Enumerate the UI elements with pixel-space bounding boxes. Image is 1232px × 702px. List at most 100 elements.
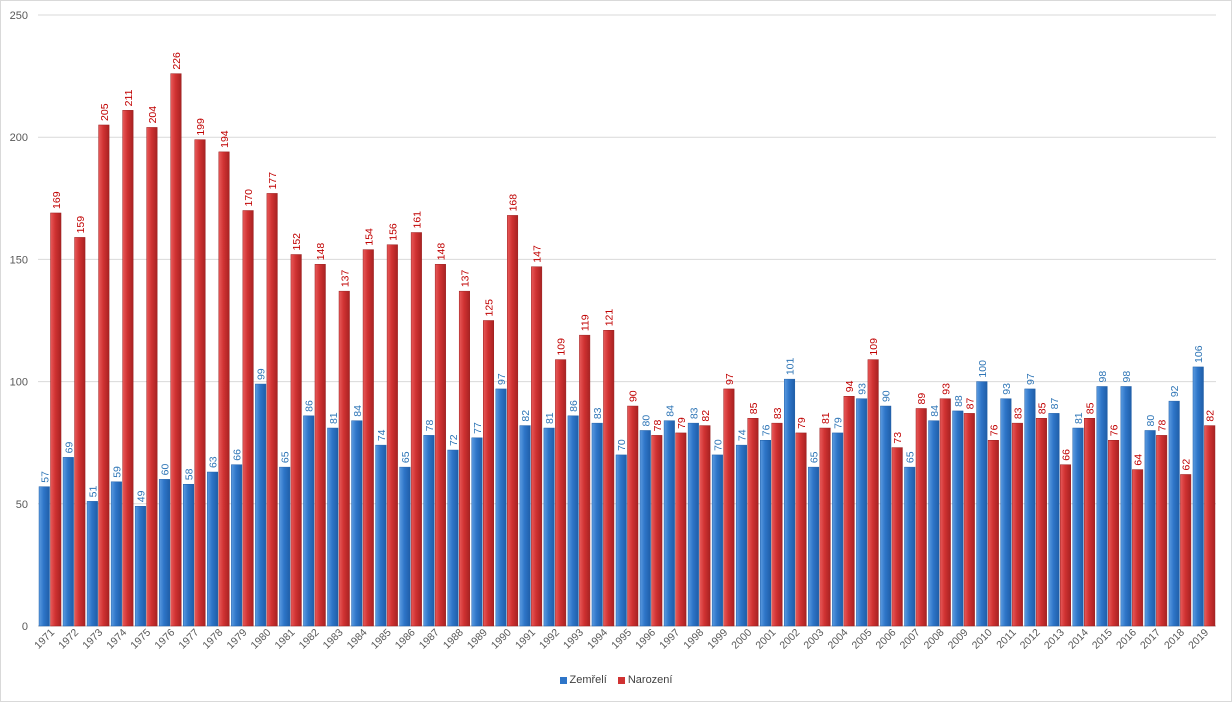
data-label-zemreli: 83 [592,407,604,419]
data-label-narozeni: 83 [772,407,784,419]
data-label-zemreli: 98 [1097,371,1109,383]
bar-narozeni [1011,422,1023,627]
bar-narozeni [194,139,206,627]
x-tick-label: 2014 [1066,627,1091,652]
data-label-zemreli: 65 [905,451,917,463]
data-label-narozeni: 83 [1012,407,1024,419]
x-tick-label: 2008 [922,627,947,652]
data-label-narozeni: 97 [724,373,736,385]
x-tick-label: 2005 [850,627,875,652]
bar-zemreli [351,420,363,627]
x-tick-label: 1976 [152,627,177,652]
bar-zemreli [663,420,675,627]
bar-zemreli [471,437,483,627]
bar-zemreli [1072,427,1084,627]
x-tick-label: 1991 [513,627,538,652]
legend: Zemřelí Narození [0,674,1232,686]
x-tick-label: 1971 [32,627,57,652]
x-tick-label: 2000 [729,627,754,652]
bar-narozeni [122,110,134,627]
bar-narozeni [1180,474,1192,627]
bar-zemreli [327,427,339,627]
data-label-zemreli: 81 [544,412,556,424]
data-label-narozeni: 109 [868,338,880,356]
data-label-zemreli: 57 [39,471,51,483]
legend-label-zemreli: Zemřelí [569,674,607,686]
bar-zemreli [134,505,146,627]
x-tick-label: 1981 [273,627,298,652]
bar-narozeni [1035,418,1047,627]
bar-zemreli [1168,400,1180,627]
data-label-narozeni: 78 [652,420,664,432]
data-label-narozeni: 76 [988,424,1000,436]
data-label-narozeni: 168 [508,194,520,212]
data-label-zemreli: 79 [833,417,845,429]
bar-zemreli [784,378,796,627]
data-label-zemreli: 76 [760,424,772,436]
data-label-narozeni: 82 [700,410,712,422]
x-tick-label: 1980 [249,627,274,652]
x-tick-label: 1992 [537,627,562,652]
bar-zemreli [615,454,627,627]
bar-zemreli [928,420,940,627]
x-tick-label: 2015 [1090,627,1115,652]
data-label-zemreli: 78 [424,420,436,432]
bar-zemreli [567,415,579,627]
data-label-narozeni: 152 [291,233,303,251]
data-label-zemreli: 93 [857,383,869,395]
data-label-zemreli: 63 [208,456,220,468]
x-tick-label: 1978 [200,627,225,652]
bar-narozeni [1084,418,1096,627]
bar-zemreli [423,435,435,627]
data-label-zemreli: 84 [352,405,364,417]
bar-narozeni [723,388,735,627]
bar-narozeni [458,290,470,627]
bar-narozeni [50,212,62,627]
x-tick-label: 1984 [345,627,370,652]
data-label-zemreli: 99 [256,368,268,380]
bar-zemreli [38,486,50,627]
bar-zemreli [1048,413,1060,627]
bar-zemreli [832,432,844,627]
x-tick-label: 1972 [56,627,81,652]
x-tick-label: 1995 [609,627,634,652]
x-tick-label: 1982 [297,627,322,652]
data-label-zemreli: 90 [881,390,893,402]
data-label-zemreli: 82 [520,410,532,422]
data-label-zemreli: 65 [280,451,292,463]
y-tick-label: 100 [10,377,28,389]
x-tick-label: 2009 [946,627,971,652]
data-label-zemreli: 65 [400,451,412,463]
bar-zemreli [591,422,603,627]
bar-zemreli [1192,366,1204,627]
data-label-narozeni: 156 [387,223,399,241]
legend-item-narozeni: Narození [617,674,672,686]
data-label-narozeni: 121 [604,309,616,327]
data-label-zemreli: 70 [712,439,724,451]
bar-zemreli [62,457,74,627]
bar-narozeni [266,193,278,627]
bar-zemreli [279,466,291,627]
x-tick-label: 1979 [224,627,249,652]
x-tick-label: 2016 [1114,627,1139,652]
x-tick-label: 2012 [1018,627,1043,652]
x-tick-label: 1997 [657,627,682,652]
data-label-zemreli: 69 [63,442,75,454]
bar-zemreli [759,440,771,627]
legend-item-zemreli: Zemřelí [559,674,607,686]
x-tick-label: 2013 [1042,627,1067,652]
bar-narozeni [675,432,687,627]
bar-zemreli [1144,430,1156,627]
x-tick-label: 1986 [393,627,418,652]
bar-zemreli [110,481,122,627]
bar-zemreli [231,464,243,627]
data-label-zemreli: 66 [232,449,244,461]
bar-narozeni [434,264,446,627]
x-tick-label: 2011 [994,627,1019,652]
bar-narozeni [555,359,567,627]
bar-narozeni [579,334,591,627]
data-label-narozeni: 226 [171,52,183,70]
data-label-zemreli: 87 [1049,398,1061,410]
data-label-narozeni: 79 [796,417,808,429]
x-tick-label: 2003 [801,627,826,652]
